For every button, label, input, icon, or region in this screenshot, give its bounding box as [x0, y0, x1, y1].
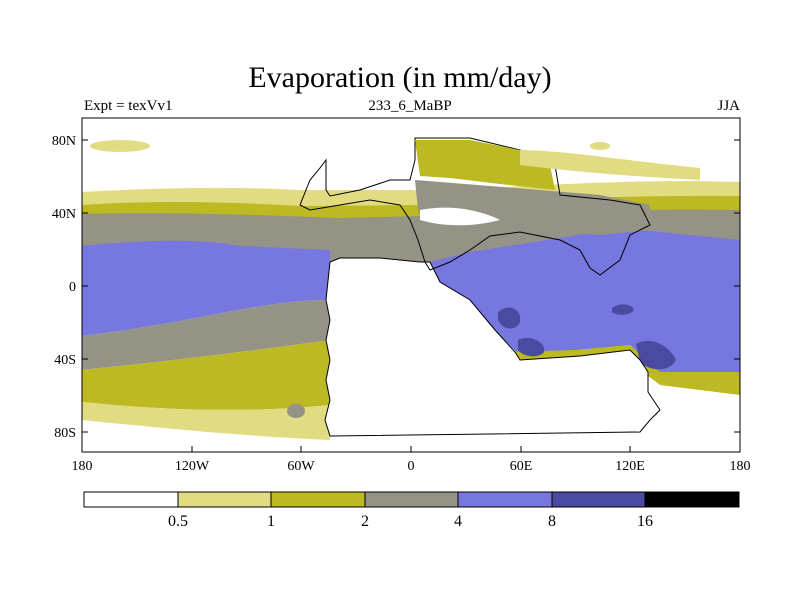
lon-label-0: 0 — [408, 459, 415, 474]
colorbar-label: 1 — [267, 513, 275, 530]
map-field — [82, 118, 740, 452]
laurasia-land — [299, 137, 651, 276]
band-south-light — [82, 402, 330, 440]
period-label: 233_6_MaBP — [368, 98, 452, 114]
colorbar-swatch — [365, 492, 458, 507]
lat-label-40n: 40N — [52, 207, 76, 222]
lat-label-80n: 80N — [52, 134, 76, 149]
lon-label-120w: 120W — [175, 459, 210, 474]
arctic-patch-1 — [90, 140, 150, 152]
lat-label-40s: 40S — [54, 353, 76, 368]
tethys-gap — [420, 207, 500, 226]
season-label: JJA — [717, 98, 740, 114]
lon-label-180w: 180 — [72, 459, 93, 474]
colorbar: 0.5 1 2 4 8 16 — [83, 491, 740, 530]
lat-label-0: 0 — [69, 280, 76, 295]
band-south-olive — [82, 340, 330, 410]
experiment-label: Expt = texVv1 — [84, 98, 173, 114]
colorbar-swatch — [552, 492, 645, 507]
indian-ocean-blue — [430, 228, 740, 372]
arctic-patch-2 — [590, 142, 610, 150]
dark-blue-patch-1 — [498, 307, 521, 329]
arctic-patch-3 — [520, 150, 700, 180]
band-tropical-blue — [82, 240, 330, 336]
dark-blue-patch-2 — [518, 337, 545, 357]
colorbar-swatch — [271, 492, 365, 507]
lon-label-120e: 120E — [615, 459, 645, 474]
dark-blue-patch-4 — [636, 340, 676, 370]
band-south-grey — [82, 300, 330, 370]
colorbar-label: 0.5 — [168, 513, 188, 530]
colorbar-swatch — [458, 492, 552, 507]
lat-axis: 80N 40N 0 40S 80S — [52, 134, 740, 441]
colorbar-label: 8 — [548, 513, 556, 530]
map-title: Evaporation (in mm/day) — [248, 61, 552, 94]
lon-label-180e: 180 — [730, 459, 751, 474]
asia-grey — [415, 180, 650, 262]
lat-label-80s: 80S — [54, 426, 76, 441]
colorbar-label: 4 — [454, 513, 462, 530]
grey-patch-south-pacific — [287, 404, 305, 418]
colorbar-label: 16 — [637, 513, 653, 530]
lon-label-60e: 60E — [510, 459, 533, 474]
colorbar-swatch — [645, 492, 739, 507]
colorbar-swatch — [178, 492, 271, 507]
colorbar-swatch — [84, 492, 178, 507]
lon-axis: 180 120W 60W 0 60E 120E 180 — [72, 446, 751, 474]
colorbar-label: 2 — [361, 513, 369, 530]
lon-label-60w: 60W — [287, 459, 315, 474]
colorbar-frame — [83, 491, 740, 508]
dark-blue-patch-3 — [612, 304, 634, 315]
